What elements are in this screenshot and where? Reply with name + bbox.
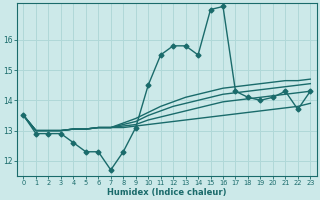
X-axis label: Humidex (Indice chaleur): Humidex (Indice chaleur) <box>107 188 227 197</box>
